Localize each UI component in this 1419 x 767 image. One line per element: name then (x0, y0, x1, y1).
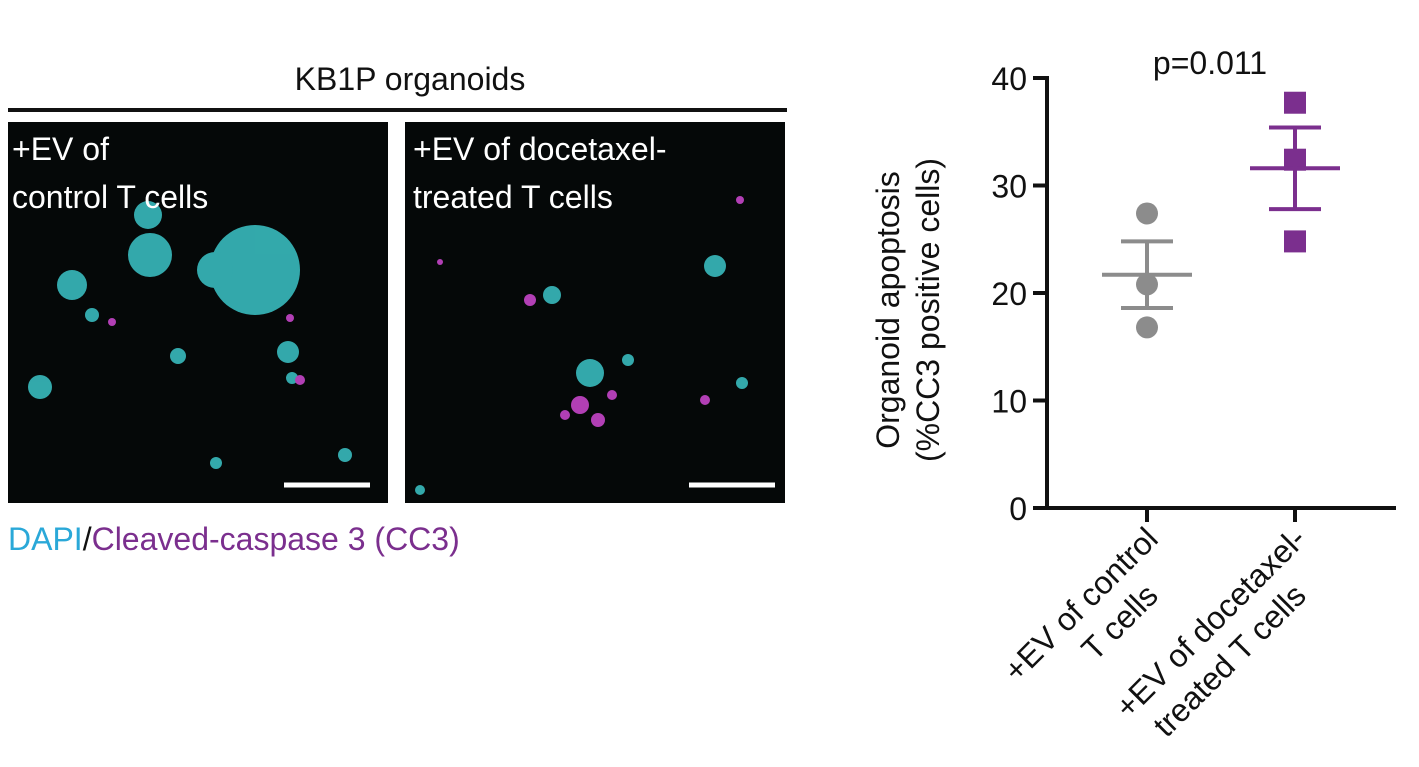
point (1284, 91, 1306, 114)
y-tick-label: 40 (991, 61, 1027, 97)
micrograph (405, 122, 785, 503)
point (1284, 230, 1306, 253)
y-label-line: (%CC3 positive cells) (910, 158, 946, 462)
image-control: +EV of control T cells (8, 122, 388, 503)
micrograph (8, 122, 388, 503)
stain-legend: DAPI/Cleaved-caspase 3 (CC3) (8, 521, 460, 557)
image-label: control T cells (12, 179, 208, 215)
y-tick-label: 0 (1009, 491, 1027, 527)
cc3-cells (108, 314, 305, 385)
panel-title: KB1P organoids (295, 61, 526, 97)
dapi-label: DAPI (8, 521, 83, 557)
y-tick-label: 30 (991, 169, 1027, 205)
chart-title: p=0.011 (1153, 45, 1267, 81)
separator: / (83, 521, 92, 557)
image-label: +EV of docetaxel- (413, 131, 666, 167)
cells (28, 201, 352, 469)
image-label: treated T cells (413, 179, 613, 215)
y-tick-label: 10 (991, 384, 1027, 420)
cc3-label: Cleaved-caspase 3 (CC3) (92, 521, 460, 557)
y-label-line: Organoid apoptosis (870, 171, 906, 449)
cc3-cells (437, 196, 744, 427)
point (1136, 202, 1158, 225)
image-label: +EV of (12, 131, 109, 167)
y-axis-title: Organoid apoptosis (%CC3 positive cells) (870, 158, 946, 462)
y-tick-label: 20 (991, 276, 1027, 312)
cells (415, 255, 748, 495)
point (1136, 316, 1158, 339)
image-docetaxel: +EV of docetaxel- treated T cells (405, 122, 785, 503)
